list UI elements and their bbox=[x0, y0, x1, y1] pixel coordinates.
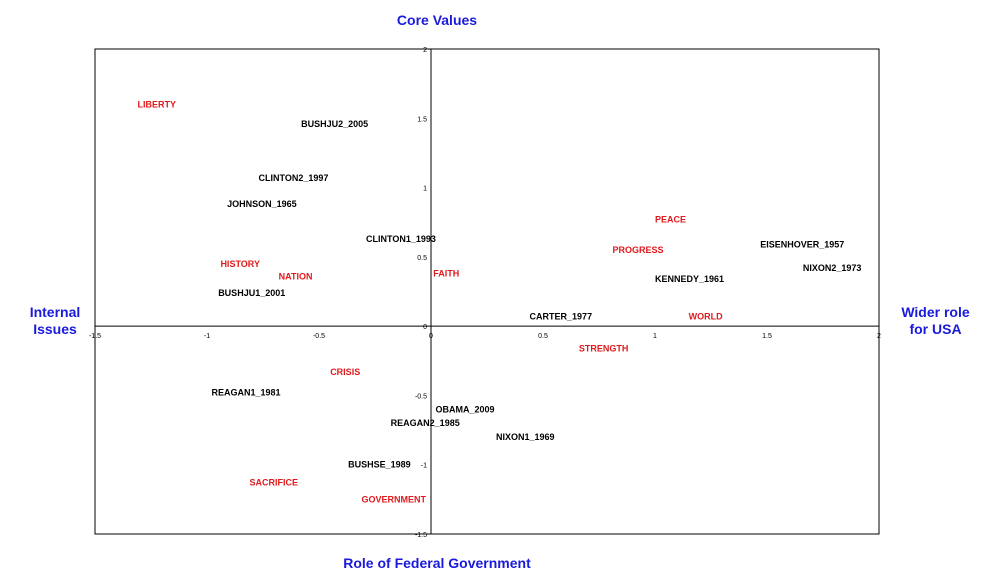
term-label: NATION bbox=[279, 271, 313, 281]
speech-label: JOHNSON_1965 bbox=[227, 199, 297, 209]
y-tick-label: 0 bbox=[423, 324, 427, 331]
speech-label: KENNEDY_1961 bbox=[655, 274, 724, 284]
y-tick-group: 2 1.5 1 0.5 0 -0.5 -1 -1.5 bbox=[415, 47, 427, 539]
speech-label: BUSHJU1_2001 bbox=[218, 288, 285, 298]
term-label: CRISIS bbox=[330, 367, 360, 377]
point-label-group: LIBERTY HISTORY NATION FAITH PEACE PROGRESS WO… bbox=[138, 99, 862, 504]
term-label: SACRIFICE bbox=[250, 478, 299, 488]
speech-label: OBAMA_2009 bbox=[435, 404, 494, 414]
x-tick-label: -1 bbox=[204, 333, 210, 340]
speech-label: CLINTON2_1997 bbox=[259, 173, 329, 183]
speech-label: EISENHOVER_1957 bbox=[760, 239, 844, 249]
x-tick-label: 0 bbox=[429, 333, 433, 340]
term-label: PROGRESS bbox=[612, 245, 663, 255]
x-tick-group: -1.5 -1 -0.5 0 0.5 1 1.5 2 bbox=[89, 333, 881, 340]
y-tick-label: 2 bbox=[423, 47, 427, 54]
speech-label: NIXON2_1973 bbox=[803, 263, 862, 273]
y-tick-label: -1 bbox=[421, 463, 427, 470]
y-tick-label: -0.5 bbox=[415, 393, 427, 400]
term-label: LIBERTY bbox=[138, 99, 177, 109]
right-axis-label-line2: for USA bbox=[909, 321, 962, 337]
y-tick-label: 1.5 bbox=[417, 116, 427, 123]
right-axis-label: Wider role for USA bbox=[888, 304, 983, 338]
x-tick-label: 0.5 bbox=[538, 333, 548, 340]
right-axis-label-line1: Wider role bbox=[901, 304, 970, 320]
speech-label: CARTER_1977 bbox=[530, 311, 593, 321]
speech-label: NIXON1_1969 bbox=[496, 432, 555, 442]
speech-label: REAGAN2_1985 bbox=[391, 418, 460, 428]
y-tick-label: -1.5 bbox=[415, 532, 427, 539]
term-label: WORLD bbox=[689, 311, 723, 321]
term-label: HISTORY bbox=[220, 259, 260, 269]
x-tick-label: 2 bbox=[877, 333, 881, 340]
speech-label: BUSHJU2_2005 bbox=[301, 119, 368, 129]
left-axis-label-line2: Issues bbox=[33, 321, 77, 337]
speech-label: REAGAN1_1981 bbox=[211, 388, 280, 398]
x-tick-label: -0.5 bbox=[313, 333, 325, 340]
left-axis-label: Internal Issues bbox=[10, 304, 100, 338]
speech-label: BUSHSE_1989 bbox=[348, 460, 411, 470]
y-tick-label: 1 bbox=[423, 186, 427, 193]
y-tick-label: 0.5 bbox=[417, 255, 427, 262]
bottom-axis-label: Role of Federal Government bbox=[343, 555, 531, 571]
plot-frame bbox=[94, 48, 880, 535]
term-label: GOVERNMENT bbox=[362, 494, 427, 504]
term-label: STRENGTH bbox=[579, 343, 629, 353]
left-axis-label-line1: Internal bbox=[29, 304, 81, 320]
x-tick-label: -1.5 bbox=[89, 333, 101, 340]
top-axis-label: Core Values bbox=[396, 12, 478, 28]
term-label: PEACE bbox=[655, 214, 686, 224]
x-tick-label: 1 bbox=[653, 333, 657, 340]
speech-label: CLINTON1_1993 bbox=[366, 234, 436, 244]
term-label: FAITH bbox=[433, 268, 459, 278]
x-tick-label: 1.5 bbox=[762, 333, 772, 340]
